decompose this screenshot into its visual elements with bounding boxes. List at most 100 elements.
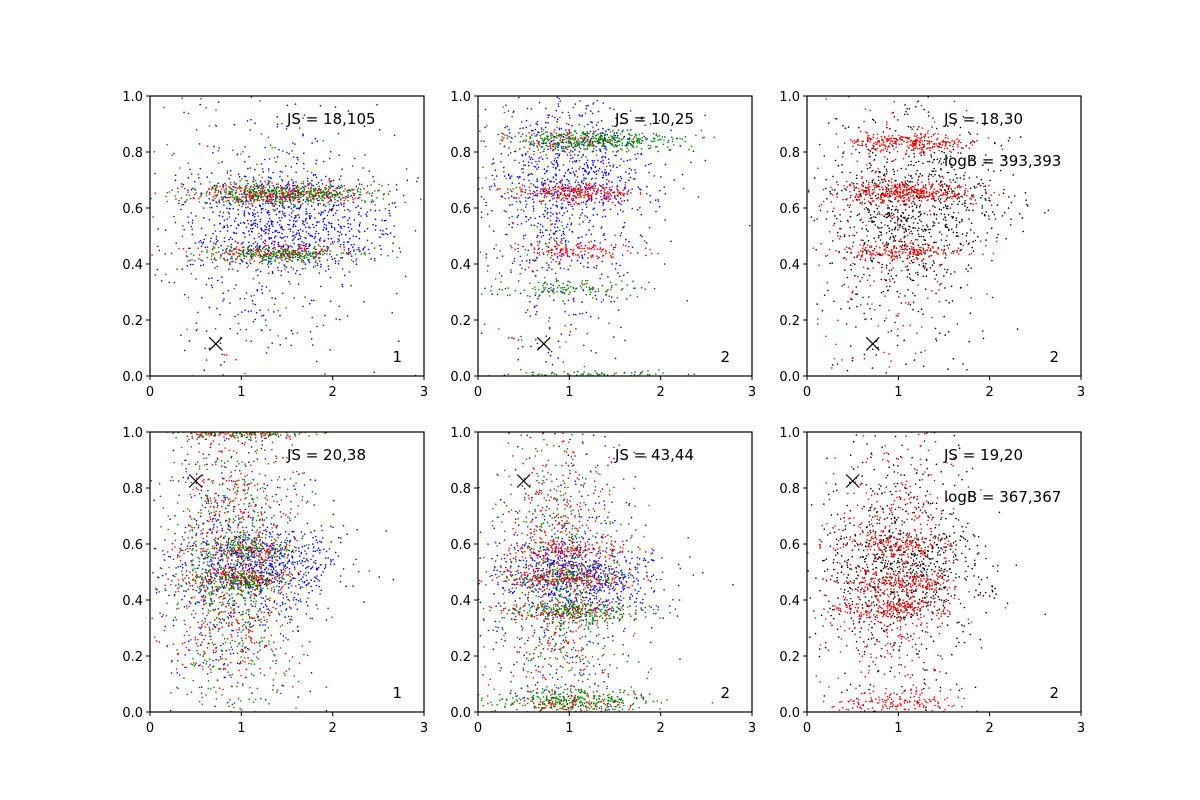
data-point xyxy=(538,289,540,291)
data-point xyxy=(182,204,184,206)
data-point xyxy=(510,269,512,271)
data-point xyxy=(567,210,569,212)
data-point xyxy=(323,205,325,207)
data-point xyxy=(557,244,559,246)
data-point xyxy=(586,184,588,186)
data-point xyxy=(155,274,157,276)
data-point xyxy=(581,248,583,250)
data-point xyxy=(592,138,594,140)
data-point xyxy=(597,258,599,260)
data-point xyxy=(633,147,635,149)
data-point xyxy=(273,196,275,198)
data-point xyxy=(274,157,276,159)
data-point xyxy=(556,137,558,139)
data-point xyxy=(593,171,595,173)
data-point xyxy=(302,260,304,262)
data-point xyxy=(916,207,918,209)
data-point xyxy=(263,196,265,198)
data-point xyxy=(287,249,289,251)
data-point xyxy=(224,237,226,239)
data-point xyxy=(273,210,275,212)
data-point xyxy=(276,214,278,216)
data-point xyxy=(590,350,592,352)
data-point xyxy=(324,240,326,242)
data-point xyxy=(603,163,605,165)
data-point xyxy=(217,240,219,242)
data-point xyxy=(539,216,541,218)
data-point xyxy=(200,98,202,100)
data-point xyxy=(633,138,635,140)
data-point xyxy=(209,193,211,195)
data-point xyxy=(556,127,558,129)
data-point xyxy=(302,268,304,270)
data-point xyxy=(218,162,220,164)
data-point xyxy=(302,194,304,196)
data-point xyxy=(576,133,578,135)
data-point xyxy=(220,255,222,257)
data-point xyxy=(553,140,555,142)
data-point xyxy=(308,190,310,192)
data-point xyxy=(584,366,586,368)
data-point xyxy=(527,309,529,311)
data-point xyxy=(620,133,622,135)
data-point xyxy=(579,144,581,146)
data-point xyxy=(420,199,422,201)
data-point xyxy=(335,260,337,262)
data-point xyxy=(319,196,321,198)
data-point xyxy=(249,234,251,236)
data-point xyxy=(617,272,619,274)
data-point xyxy=(576,142,578,144)
data-point xyxy=(616,133,618,135)
data-point xyxy=(559,169,561,171)
data-point xyxy=(562,248,564,250)
data-point xyxy=(654,140,656,142)
data-point xyxy=(297,159,299,161)
data-point xyxy=(352,246,354,248)
data-point xyxy=(612,256,614,258)
data-point xyxy=(554,227,556,229)
data-point xyxy=(192,222,194,224)
data-point xyxy=(638,134,640,136)
data-point xyxy=(633,178,635,180)
data-point xyxy=(556,374,558,376)
data-point xyxy=(334,229,336,231)
data-point xyxy=(331,196,333,198)
data-point xyxy=(889,230,891,232)
data-point xyxy=(216,236,218,238)
data-point xyxy=(537,235,539,237)
data-point xyxy=(589,195,591,197)
data-point xyxy=(309,227,311,229)
data-point xyxy=(254,260,256,262)
data-point xyxy=(547,122,549,124)
data-point xyxy=(221,189,223,191)
data-point xyxy=(319,246,321,248)
data-point xyxy=(584,283,586,285)
data-point xyxy=(293,183,295,185)
data-point xyxy=(266,198,268,200)
data-point xyxy=(576,160,578,162)
data-point xyxy=(316,225,318,227)
data-point xyxy=(537,298,539,300)
data-point xyxy=(367,185,369,187)
data-point xyxy=(325,192,327,194)
data-point xyxy=(195,189,197,191)
data-point xyxy=(261,208,263,210)
data-point xyxy=(635,135,637,137)
data-point xyxy=(314,246,316,248)
data-point xyxy=(550,249,552,251)
data-point xyxy=(600,227,602,229)
data-point xyxy=(240,190,242,192)
data-point xyxy=(655,211,657,213)
data-point xyxy=(663,139,665,141)
data-point xyxy=(358,247,360,249)
data-point xyxy=(592,126,594,128)
data-point xyxy=(510,245,512,247)
data-point xyxy=(300,244,302,246)
data-point xyxy=(326,227,328,229)
data-point xyxy=(970,133,972,135)
data-point xyxy=(579,141,581,143)
data-point xyxy=(594,240,596,242)
data-point xyxy=(320,214,322,216)
data-point xyxy=(500,139,502,141)
data-point xyxy=(628,150,630,152)
